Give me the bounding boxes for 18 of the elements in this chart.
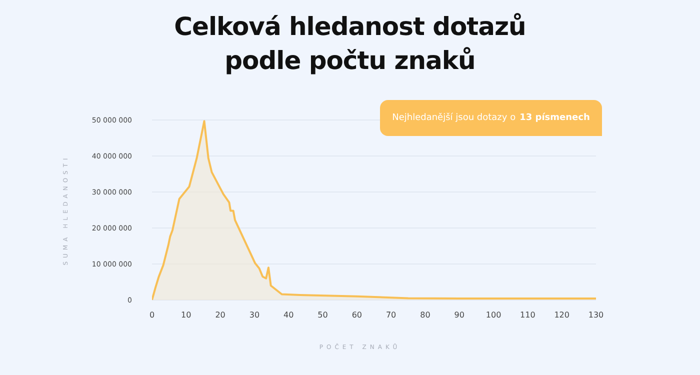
x-tick-label: 50 [318,310,328,320]
x-tick-label: 0 [149,310,155,320]
x-tick-label: 10 [181,310,192,320]
x-tick-label: 30 [249,310,260,320]
x-tick-label: 130 [588,310,604,320]
annotation: 13 písmenech [520,113,590,123]
x-tick-label: 80 [420,310,430,320]
x-tick-label: 100 [486,310,502,320]
chart-title: Celková hledanost dotazů podle počtu znaků [173,11,527,77]
x-tick-label: 110 [520,310,536,320]
callout-box: Nejhledanější jsou dotazy o 13 písmenech [380,100,602,136]
x-tick-label: 60 [352,310,362,320]
x-tick-label: 40 [284,310,294,320]
x-tick-label: 70 [386,310,396,320]
annotation: Nejhledanější jsou dotazy o [392,113,516,123]
x-tick-label: 20 [215,310,226,320]
x-tick-label: 120 [554,310,570,320]
x-tick-label: 90 [454,310,464,320]
